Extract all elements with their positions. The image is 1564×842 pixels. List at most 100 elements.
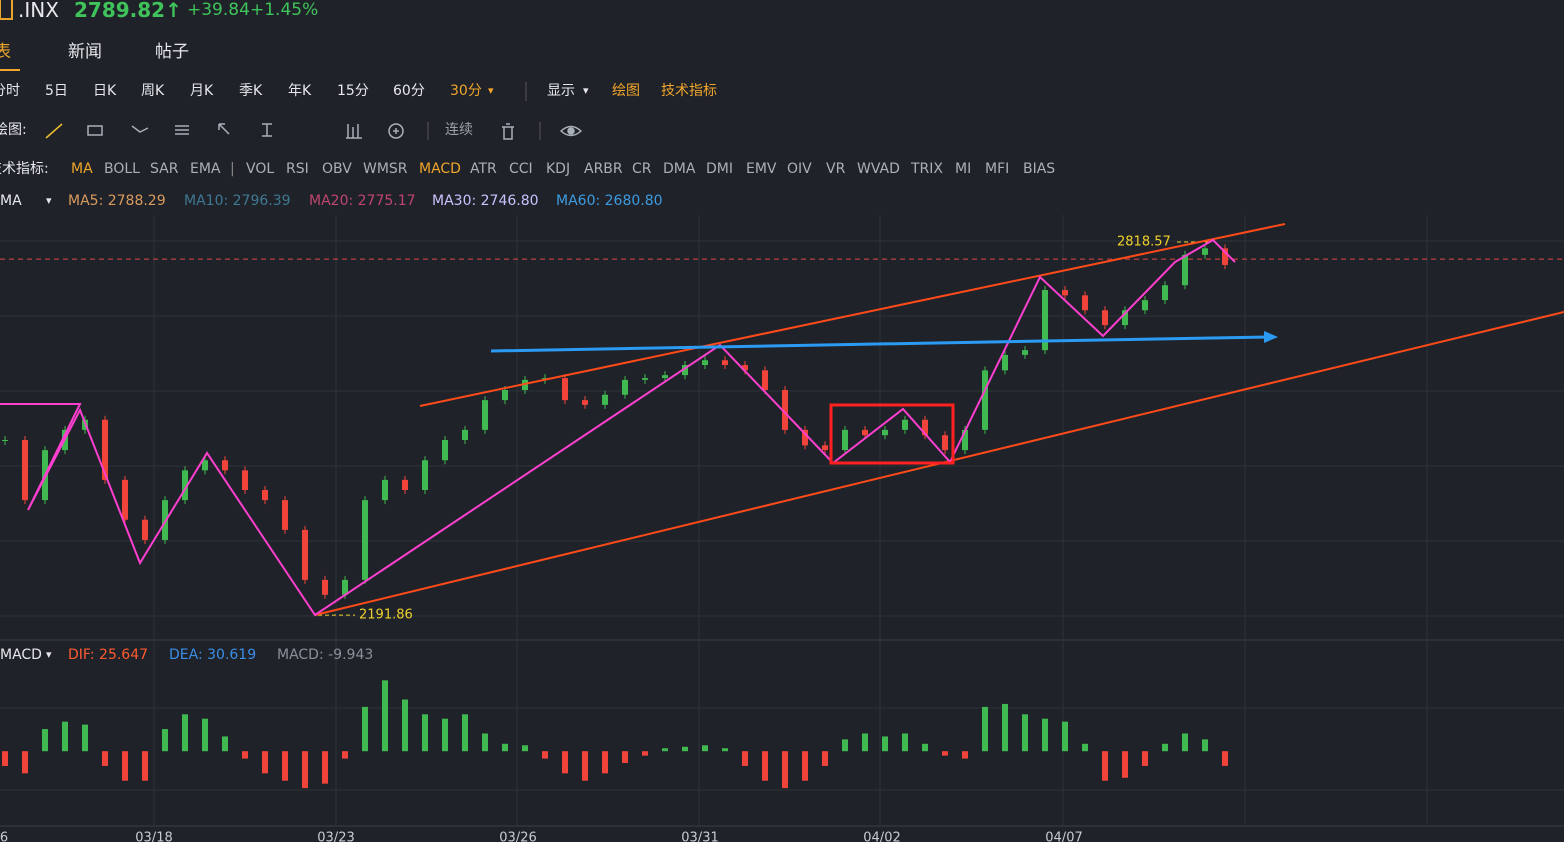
period[interactable]: 15分 [337, 83, 369, 99]
caret[interactable]: ▾ [46, 648, 52, 661]
candle [622, 379, 628, 395]
candle [362, 500, 368, 580]
tab[interactable]: 帖子 [155, 42, 189, 62]
tab[interactable]: 新闻 [68, 42, 102, 62]
period[interactable]: 30分 [450, 83, 482, 99]
macd-bar [822, 751, 828, 766]
menu-item[interactable]: 技术指标 [661, 83, 717, 99]
indicator[interactable]: WMSR [363, 161, 408, 177]
macd-bar [1042, 718, 1048, 752]
candle [142, 519, 148, 540]
candle [482, 400, 488, 430]
macd-bar [982, 706, 988, 752]
candle [562, 378, 568, 401]
indicator[interactable]: DMI [706, 161, 733, 177]
macd-bar [662, 748, 668, 752]
candle [262, 490, 268, 501]
period[interactable]: 季K [239, 83, 263, 99]
indicator[interactable]: MA [71, 161, 93, 177]
grid [0, 215, 1564, 826]
macd-bar [882, 736, 888, 752]
candle [222, 460, 228, 471]
indicator[interactable]: MFI [985, 161, 1010, 177]
indicator[interactable]: BIAS [1023, 161, 1056, 177]
macd-bar [602, 751, 608, 774]
macd-bar [582, 751, 588, 781]
candle [1142, 300, 1148, 311]
candle [682, 365, 688, 376]
period[interactable]: 周K [141, 83, 165, 99]
arrow-head [1264, 331, 1278, 343]
continuous[interactable]: 连续 [445, 122, 473, 138]
candle [942, 435, 948, 451]
menu-item[interactable]: 显示 [547, 83, 575, 99]
candle [722, 360, 728, 365]
indicator[interactable]: KDJ [546, 161, 571, 177]
indicator[interactable]: RSI [286, 161, 309, 177]
period[interactable]: 60分 [393, 83, 425, 99]
candle [182, 470, 188, 501]
indicator[interactable]: WVAD [857, 161, 900, 177]
caret[interactable]: ▾ [488, 84, 494, 97]
candle [642, 378, 648, 380]
indicator[interactable]: VR [826, 161, 846, 177]
macd-bar [482, 733, 488, 752]
period[interactable]: 分时 [0, 83, 20, 99]
tab[interactable]: 表 [0, 42, 11, 62]
indicator[interactable]: EMA [190, 161, 221, 177]
x-tick-label: 6 [0, 831, 8, 842]
macd-bar [922, 743, 928, 752]
indicator[interactable]: CCI [509, 161, 533, 177]
macd-bar [442, 718, 448, 752]
macd-bar [1202, 739, 1208, 752]
candle [22, 440, 28, 501]
period[interactable]: 日K [93, 83, 117, 99]
macd-bar [542, 751, 548, 759]
macd-bar [522, 745, 528, 752]
indicator[interactable]: MI [955, 161, 972, 177]
period[interactable]: 5日 [45, 83, 68, 99]
macd-bar [2, 751, 8, 766]
caret[interactable]: ▾ [583, 84, 589, 97]
indicator[interactable]: ARBR [584, 161, 623, 177]
indicator[interactable]: CR [632, 161, 652, 177]
x-tick-label: 04/02 [863, 831, 900, 842]
caret[interactable]: ▾ [46, 194, 52, 207]
macd-bar [1102, 751, 1108, 781]
indicator[interactable]: DMA [663, 161, 696, 177]
macd-bar [702, 745, 708, 752]
macd-bar [862, 733, 868, 752]
candle [402, 479, 408, 490]
macd-bar [82, 724, 88, 752]
indicator[interactable]: BOLL [104, 161, 140, 177]
indicator[interactable]: SAR [150, 161, 179, 177]
candle [2, 440, 8, 441]
macd-bar [1062, 721, 1068, 752]
indicator[interactable]: VOL [246, 161, 275, 177]
candle [1222, 248, 1228, 265]
period[interactable]: 月K [190, 83, 214, 99]
menu-item[interactable]: 绘图 [612, 83, 640, 99]
period[interactable]: 年K [288, 83, 312, 99]
arrow [490, 335, 1269, 353]
ma-legend: MA10: 2796.39 [184, 193, 291, 209]
max-label: 2818.57 [1117, 235, 1171, 250]
indicator[interactable]: EMV [746, 161, 777, 177]
x-tick-label: 03/23 [317, 831, 354, 842]
indicator[interactable]: ATR [470, 161, 497, 177]
indicator[interactable]: OIV [787, 161, 812, 177]
candle [122, 479, 128, 520]
indicators-label: 技术指标: [0, 161, 49, 177]
candle [282, 500, 288, 530]
marks: 2818.57 2191.86 6 03/18 03/23 03/26 03/31 04/02… [0, 235, 1564, 842]
indicator[interactable]: TRIX [911, 161, 943, 177]
candle [522, 379, 528, 390]
indicator[interactable]: OBV [322, 161, 352, 177]
macd-bar [682, 746, 688, 752]
indicator[interactable]: MACD [419, 161, 461, 177]
macd-bar [102, 751, 108, 766]
candle [922, 419, 928, 436]
candle [462, 429, 468, 440]
candle [882, 429, 888, 436]
